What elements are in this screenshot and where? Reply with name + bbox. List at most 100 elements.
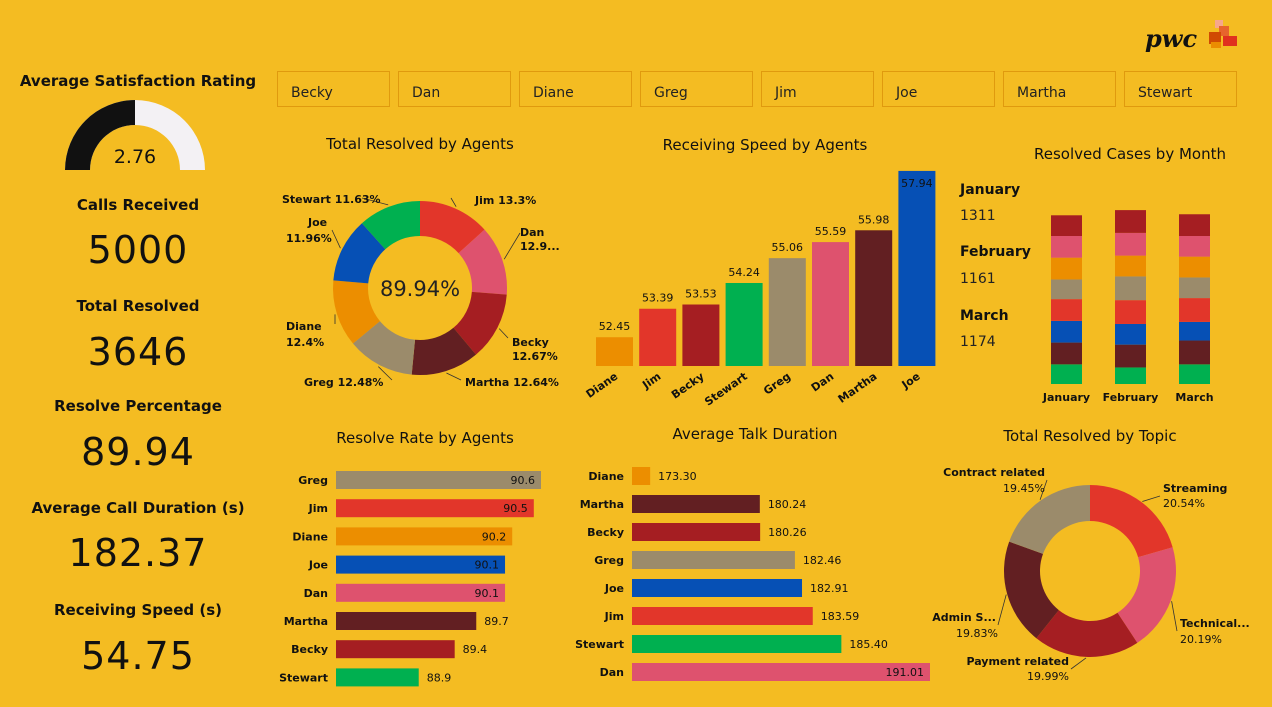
donut-label-joe: 11.96% <box>286 232 332 245</box>
speed-bar-greg <box>768 258 806 366</box>
month-chart-title: Resolved Cases by Month <box>1033 145 1226 163</box>
talk-chart-title: Average Talk Duration <box>672 425 838 443</box>
slicer-becky[interactable]: Becky <box>277 71 390 107</box>
topic-label-contract-related: Contract related <box>943 466 1045 479</box>
slicer-greg[interactable]: Greg <box>640 71 753 107</box>
percent-title: Resolve Percentage <box>54 397 222 415</box>
talk-value-martha: 180.24 <box>768 498 807 511</box>
agents-donut-title: Total Resolved by Agents <box>326 135 514 153</box>
talk-axis-label-joe: Joe <box>604 582 624 595</box>
percent-value: 89.94 <box>81 430 195 474</box>
talk-bar-joe <box>632 579 803 597</box>
donut-label-joe: Joe <box>307 216 327 229</box>
speed-bar-becky <box>682 304 720 366</box>
talk-axis-label-stewart: Stewart <box>575 638 624 651</box>
pwc-logo-mark <box>1209 20 1237 48</box>
rate-bar-diane <box>336 527 513 546</box>
speed-axis-label-becky: Becky <box>669 370 707 402</box>
slicer-joe[interactable]: Joe <box>882 71 995 107</box>
donut-label-martha: Martha 12.64% <box>465 376 559 389</box>
speed-value-becky: 53.53 <box>685 288 717 301</box>
month-segment-january-jim <box>1051 299 1082 321</box>
month-segment-february-jim <box>1115 300 1146 324</box>
resolved-title: Total Resolved <box>76 297 200 315</box>
month-card-label-january: January <box>959 182 1020 198</box>
topic-donut-chart: Streaming 20.54% Technical... 20.19% Payment… <box>932 466 1250 683</box>
month-segment-march-becky <box>1179 214 1210 236</box>
rate-axis-label-stewart: Stewart <box>279 671 328 684</box>
rate-axis-label-jim: Jim <box>308 502 328 515</box>
rate-axis-label-greg: Greg <box>298 474 328 487</box>
speed-axis-label-diane: Diane <box>584 370 621 401</box>
speed-bar-diane <box>596 337 633 366</box>
month-segment-january-dan <box>1051 235 1082 258</box>
topic-slice-payment-related <box>1036 610 1138 657</box>
talk-axis-label-becky: Becky <box>587 526 624 539</box>
donut-label-becky: Becky <box>512 336 549 349</box>
month-segment-february-stewart <box>1115 367 1146 384</box>
donut-slice-stewart <box>361 201 420 250</box>
speed-value-greg: 55.06 <box>772 241 804 254</box>
donut-label-diane: 12.4% <box>286 336 324 349</box>
speed-axis-label-joe: Joe <box>899 370 923 392</box>
talk-value-stewart: 185.40 <box>849 638 888 651</box>
speed-value-joe: 57.94 <box>901 177 933 190</box>
calls-title: Calls Received <box>76 196 200 214</box>
rate-bar-jim <box>336 499 534 518</box>
rate-bar-chart: Greg 90.6 Jim 90.5 Diane 90.2 Joe 90.1 Dan 90.1 Ma… <box>279 471 541 687</box>
slicer-martha[interactable]: Martha <box>1003 71 1116 107</box>
rate-bar-greg <box>336 471 541 489</box>
satisfaction-title: Average Satisfaction Rating <box>19 72 257 90</box>
rate-chart-title: Resolve Rate by Agents <box>336 429 514 447</box>
talk-axis-label-jim: Jim <box>604 610 624 623</box>
rate-axis-label-joe: Joe <box>308 559 328 572</box>
talk-axis-label-dan: Dan <box>600 666 624 679</box>
topic-slice-technical <box>1117 547 1176 643</box>
rate-value-diane: 90.2 <box>482 530 507 543</box>
month-segment-february-becky <box>1115 210 1146 233</box>
rate-axis-label-diane: Diane <box>292 530 328 543</box>
donut-label-dan: 12.9... <box>520 240 560 253</box>
month-segment-february-joe <box>1115 323 1146 345</box>
rate-value-martha: 89.7 <box>484 615 509 628</box>
speed-bar-joe <box>898 170 936 366</box>
slicer-jim[interactable]: Jim <box>761 71 874 107</box>
speed-title: Receiving Speed (s) <box>54 601 222 619</box>
donut-slice-martha <box>411 327 476 375</box>
leader-line-becky <box>498 328 509 339</box>
month-card-value-march: 1174 <box>960 334 996 350</box>
month-segment-march-stewart <box>1179 364 1210 384</box>
speed-value-martha: 55.98 <box>858 213 890 226</box>
topic-leader-technical <box>1171 601 1178 632</box>
rate-axis-label-dan: Dan <box>304 587 328 600</box>
gauge-fill <box>65 100 135 170</box>
topic-value-contract-related: 19.45% <box>1003 482 1045 495</box>
donut-label-jim: Jim 13.3% <box>474 194 536 207</box>
rate-bar-dan <box>336 583 506 602</box>
talk-axis-label-martha: Martha <box>580 498 624 511</box>
month-segment-february-diane <box>1115 255 1146 277</box>
rate-value-greg: 90.6 <box>511 474 536 487</box>
month-segment-january-diane <box>1051 257 1082 280</box>
speed-axis-label-stewart: Stewart <box>702 370 750 409</box>
speed-axis-label-greg: Greg <box>761 370 793 398</box>
donut-slice-diane <box>333 280 380 344</box>
month-segment-march-diane <box>1179 256 1210 278</box>
leader-line-dan <box>503 232 521 260</box>
topic-label-payment-related: Payment related <box>966 655 1069 668</box>
topic-label-technical: Technical... <box>1180 617 1250 630</box>
slicer-stewart[interactable]: Stewart <box>1124 71 1237 107</box>
topic-leader-streaming <box>1142 495 1161 502</box>
rate-value-jim: 90.5 <box>503 502 528 515</box>
speed-bar-chart: 52.45 Diane 53.39 Jim 53.53 Becky 54.24 Stewart… <box>584 170 936 409</box>
month-segment-march-jim <box>1179 298 1210 322</box>
talk-bar-diane <box>632 467 651 485</box>
slicer-diane[interactable]: Diane <box>519 71 632 107</box>
talk-value-joe: 182.91 <box>810 582 849 595</box>
slicer-dan[interactable]: Dan <box>398 71 511 107</box>
rate-axis-label-becky: Becky <box>291 643 328 656</box>
month-segment-march-joe <box>1179 321 1210 341</box>
topic-slice-contract-related <box>1009 485 1090 554</box>
rate-bar-becky <box>336 640 455 659</box>
